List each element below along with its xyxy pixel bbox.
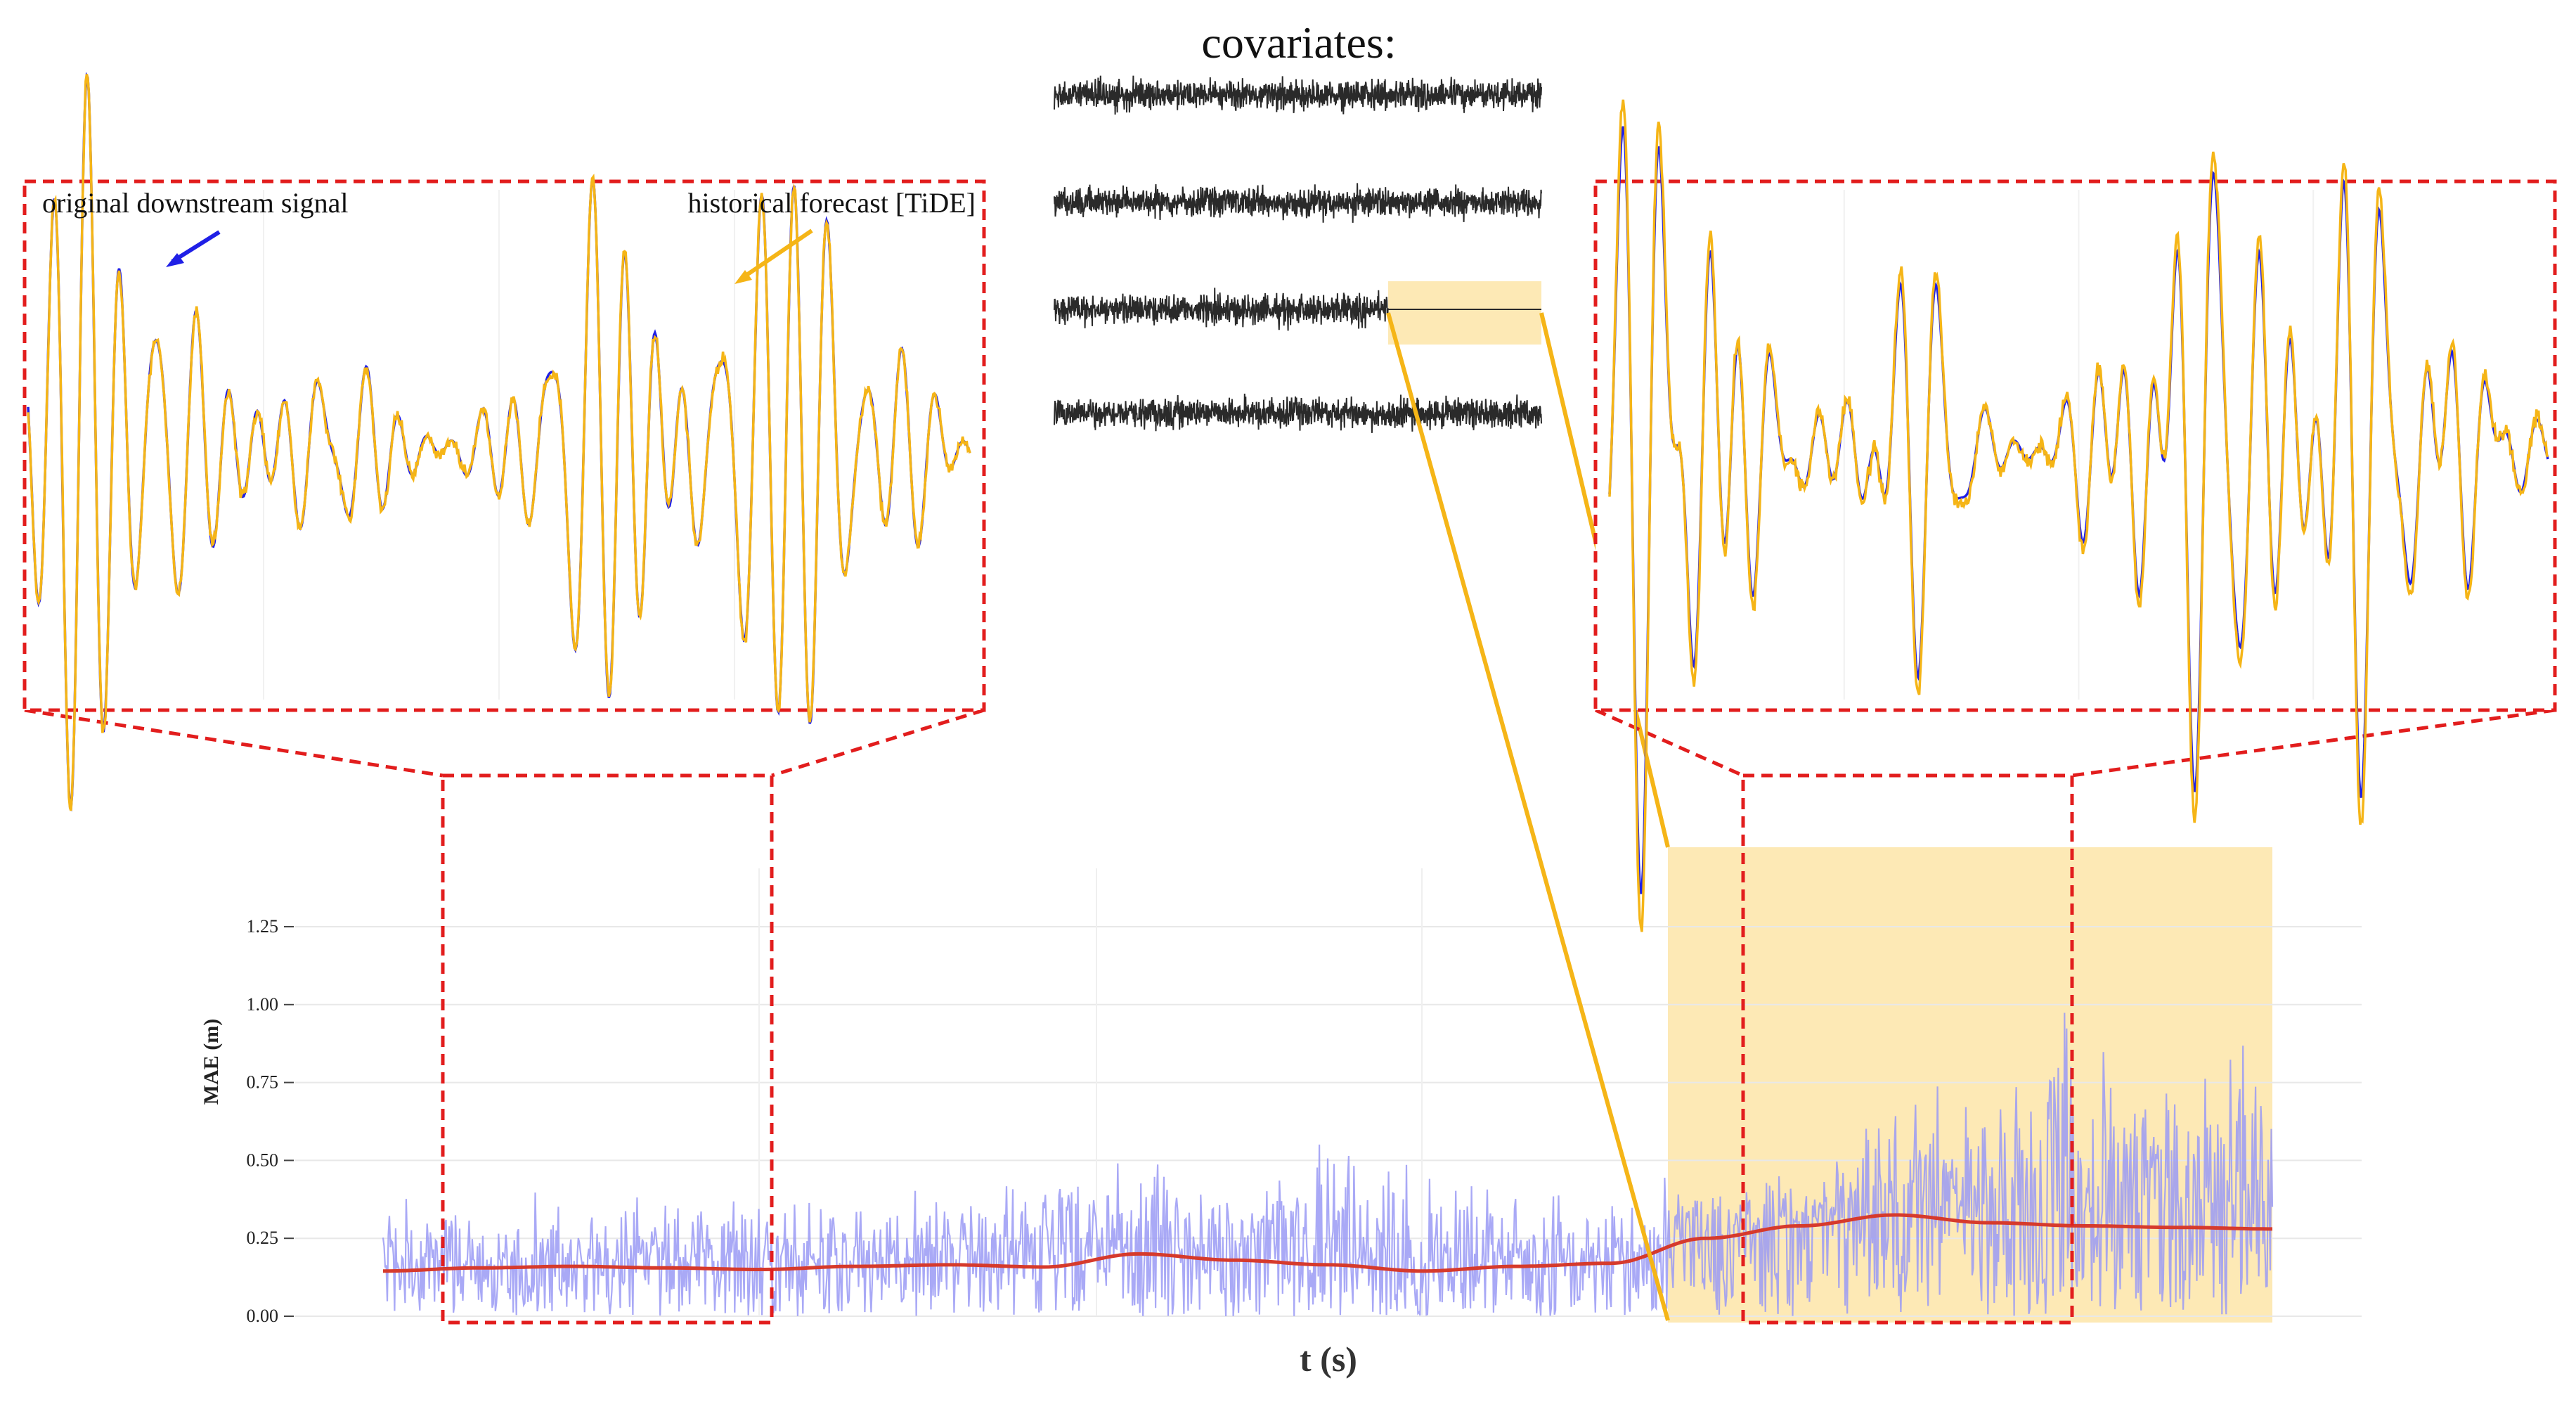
inset-right bbox=[1593, 99, 2557, 932]
masked-covariate-highlight bbox=[1388, 281, 1541, 345]
inset-left: original downstream signal historical fo… bbox=[22, 72, 986, 812]
zoom-box-left bbox=[441, 773, 774, 1325]
forecast-arrow bbox=[740, 229, 813, 281]
covariate-trace bbox=[1054, 393, 1542, 433]
y-axis-label: MAE (m) bbox=[200, 1019, 223, 1105]
original-signal-arrowhead bbox=[166, 253, 184, 267]
zoom-funnel-right-2 bbox=[2071, 708, 2556, 778]
mae-raw-series bbox=[382, 1012, 2274, 1316]
y-tick-label: 0.00 bbox=[247, 1306, 279, 1326]
y-tick-labels: 0.00 0.25 0.50 0.75 1.00 1.25 bbox=[247, 916, 279, 1326]
original-signal-label: original downstream signal bbox=[42, 187, 348, 219]
mae-chart: 0.00 0.25 0.50 0.75 1.00 1.25 MAE (m) t (s) bbox=[200, 847, 2362, 1379]
zoom-funnel-right bbox=[1594, 708, 1745, 778]
inset-left-forecast-signal bbox=[27, 74, 971, 811]
original-signal-arrow bbox=[171, 230, 221, 264]
covariate-trace bbox=[1054, 288, 1541, 331]
mae-smoothed-series bbox=[383, 1213, 2272, 1273]
zoom-box-right bbox=[1741, 773, 2074, 1325]
forecast-label: historical forecast [TiDE] bbox=[687, 187, 976, 219]
y-tick-label: 0.75 bbox=[247, 1072, 279, 1093]
covariate-traces bbox=[1054, 75, 1542, 433]
y-tick-label: 0.50 bbox=[247, 1150, 279, 1170]
covariate-trace bbox=[1054, 75, 1542, 115]
covariates-panel: covariates: bbox=[1054, 18, 1542, 433]
inset-right-forecast-signal bbox=[1608, 99, 2549, 932]
x-axis-label: t (s) bbox=[1300, 1339, 1357, 1379]
zoom-funnel-left-2 bbox=[771, 708, 985, 778]
covariates-title: covariates: bbox=[1201, 18, 1396, 67]
covariate-trace bbox=[1054, 183, 1542, 223]
y-tick-label: 1.25 bbox=[247, 916, 279, 937]
zoom-funnel-left bbox=[24, 708, 444, 778]
y-tick-label: 0.25 bbox=[247, 1228, 279, 1248]
forecast-arrowhead bbox=[734, 270, 752, 284]
connector-line-left bbox=[1386, 312, 1670, 1321]
inset-right-frame bbox=[1593, 179, 2557, 712]
y-tick-label: 1.00 bbox=[247, 994, 279, 1015]
